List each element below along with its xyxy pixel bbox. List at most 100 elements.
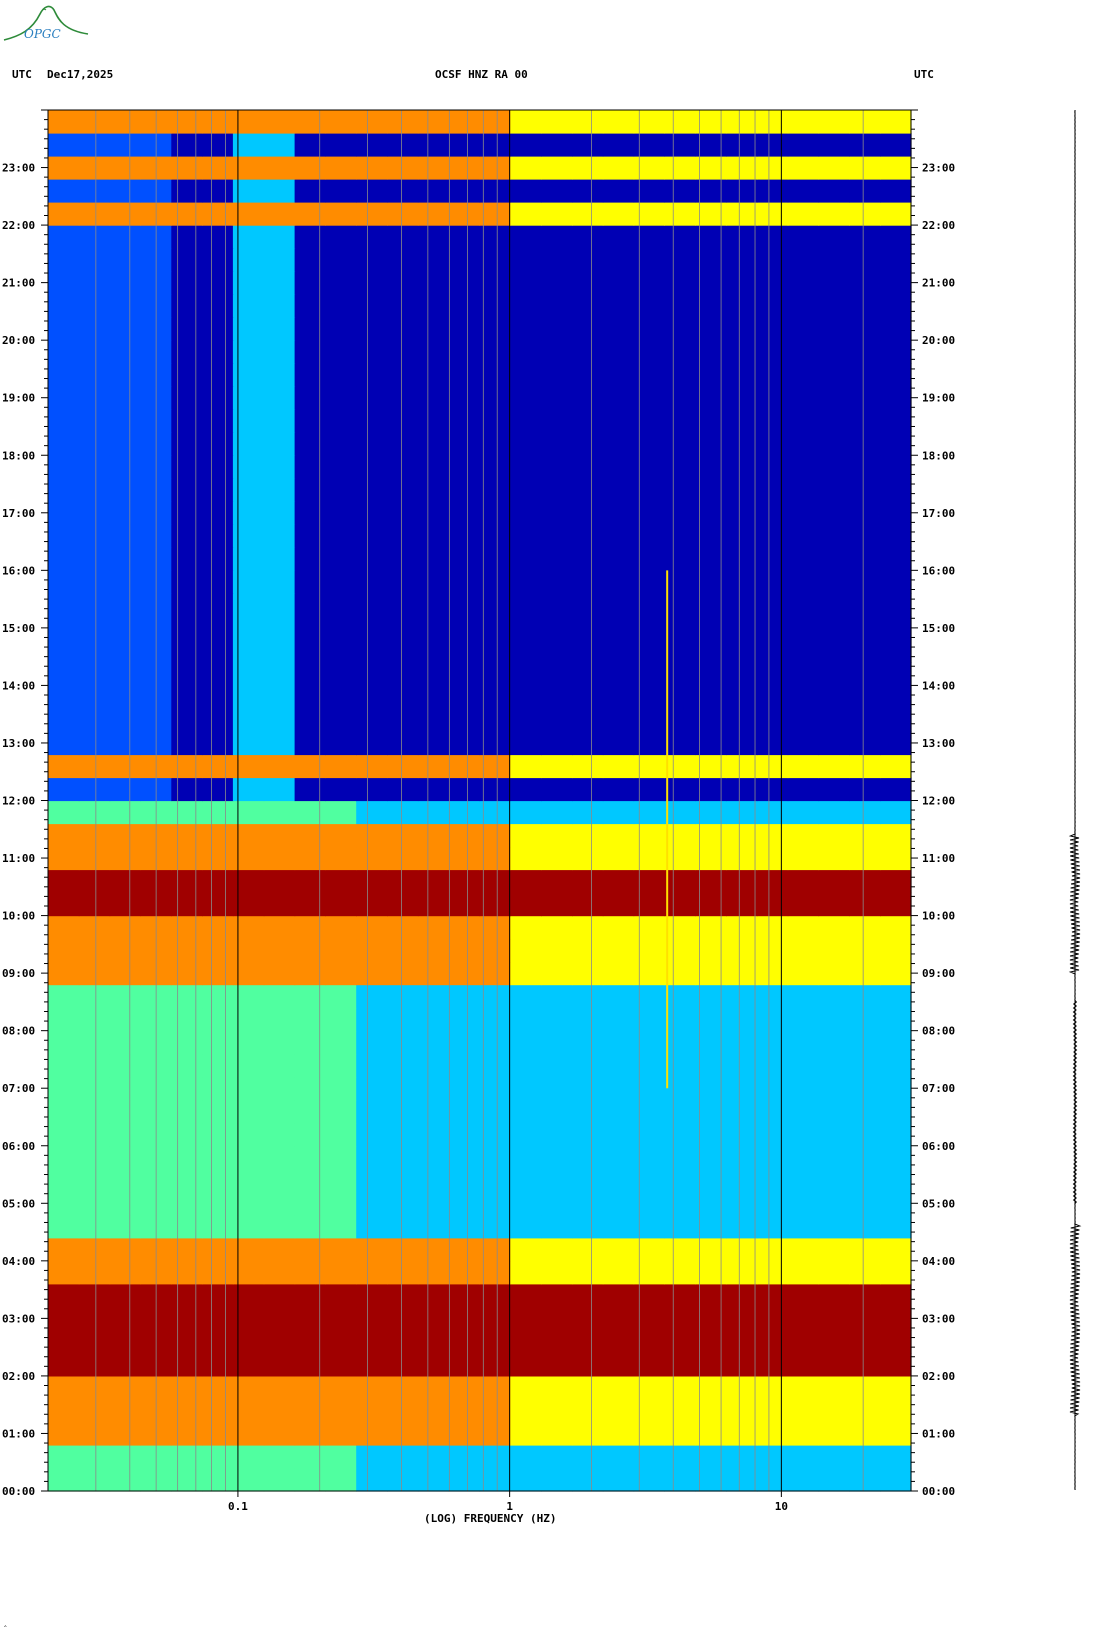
heatmap-cell bbox=[232, 1329, 265, 1354]
heatmap-cell bbox=[417, 731, 450, 756]
heatmap-cell bbox=[633, 1375, 665, 1400]
heatmap-cell bbox=[356, 1422, 388, 1446]
heatmap-cell bbox=[695, 685, 727, 709]
heatmap-cell bbox=[756, 363, 789, 387]
heatmap-cell bbox=[417, 1352, 450, 1377]
heatmap-cell bbox=[263, 179, 296, 203]
heatmap-cell bbox=[726, 639, 758, 663]
heatmap-cell bbox=[48, 225, 80, 249]
heatmap-cell bbox=[880, 202, 912, 226]
heatmap-cell bbox=[417, 800, 450, 825]
heatmap-cell bbox=[109, 754, 141, 779]
heatmap-cell bbox=[48, 1237, 80, 1262]
heatmap-cell bbox=[387, 340, 419, 364]
heatmap-cell bbox=[387, 547, 419, 571]
heatmap-cell bbox=[510, 1398, 542, 1423]
heatmap-cell bbox=[479, 1191, 511, 1216]
heatmap-cell bbox=[695, 915, 727, 940]
heatmap-cell bbox=[417, 1260, 450, 1285]
heatmap-cell bbox=[263, 1468, 296, 1492]
heatmap-cell bbox=[171, 1468, 203, 1492]
heatmap-cell bbox=[448, 731, 481, 756]
heatmap-cell bbox=[664, 1306, 696, 1331]
heatmap-cell bbox=[664, 271, 696, 295]
heatmap-cell bbox=[387, 869, 419, 894]
heatmap-cell bbox=[263, 1422, 296, 1446]
heatmap-cell bbox=[387, 1306, 419, 1331]
heatmap-cell bbox=[787, 248, 820, 272]
heatmap-cell bbox=[294, 593, 326, 617]
heatmap-cell bbox=[849, 1145, 881, 1170]
heatmap-cell bbox=[541, 616, 573, 640]
heatmap-cell bbox=[756, 1191, 789, 1216]
heatmap-cell bbox=[387, 1168, 419, 1193]
heatmap-cell bbox=[756, 1168, 789, 1193]
heatmap-cell bbox=[572, 1168, 604, 1193]
heatmap-cell bbox=[448, 179, 481, 203]
heatmap-cell bbox=[602, 455, 635, 479]
heatmap-cell bbox=[232, 225, 265, 249]
heatmap-cell bbox=[109, 1214, 141, 1239]
time-tick-label-right: 07:00 bbox=[922, 1082, 955, 1095]
heatmap-cell bbox=[541, 1352, 573, 1377]
heatmap-cell bbox=[294, 1168, 326, 1193]
heatmap-cell bbox=[171, 409, 203, 433]
heatmap-cell bbox=[417, 1053, 450, 1078]
heatmap-cell bbox=[417, 616, 450, 640]
heatmap-cell bbox=[417, 1283, 450, 1308]
heatmap-cell bbox=[880, 225, 912, 249]
heatmap-cell bbox=[202, 1260, 234, 1285]
heatmap-cell bbox=[726, 1145, 758, 1170]
heatmap-cell bbox=[78, 1398, 111, 1423]
heatmap-cell bbox=[818, 1260, 850, 1285]
heatmap-cell bbox=[726, 938, 758, 963]
heatmap-cell bbox=[695, 1445, 727, 1469]
heatmap-cell bbox=[48, 984, 80, 1009]
heatmap-cell bbox=[726, 1283, 758, 1308]
heatmap-cell bbox=[78, 1214, 111, 1239]
heatmap-cell bbox=[849, 1099, 881, 1124]
heatmap-cell bbox=[541, 110, 573, 134]
heatmap-cell bbox=[171, 248, 203, 272]
heatmap-cell bbox=[109, 708, 141, 732]
heatmap-cell bbox=[818, 616, 850, 640]
heatmap-cell bbox=[633, 340, 665, 364]
heatmap-cell bbox=[787, 1329, 820, 1354]
heatmap-cell bbox=[818, 1007, 850, 1032]
heatmap-cell bbox=[572, 1099, 604, 1124]
heatmap-cell bbox=[448, 1422, 481, 1446]
heatmap-cell bbox=[726, 317, 758, 341]
heatmap-cell bbox=[109, 1030, 141, 1055]
heatmap-cell bbox=[849, 570, 881, 594]
heatmap-cell bbox=[664, 133, 696, 157]
heatmap-cell bbox=[510, 1352, 542, 1377]
heatmap-cell bbox=[171, 915, 203, 940]
heatmap-cell bbox=[726, 777, 758, 802]
heatmap-cell bbox=[726, 1422, 758, 1446]
heatmap-cell bbox=[572, 294, 604, 318]
heatmap-cell bbox=[787, 823, 820, 848]
heatmap-cell bbox=[202, 754, 234, 779]
heatmap-cell bbox=[356, 1445, 388, 1469]
heatmap-cell bbox=[171, 984, 203, 1009]
time-tick-label-right: 06:00 bbox=[922, 1140, 955, 1153]
heatmap-cell bbox=[417, 156, 450, 180]
heatmap-cell bbox=[417, 915, 450, 940]
heatmap-cell bbox=[171, 294, 203, 318]
heatmap-cell bbox=[664, 570, 696, 594]
heatmap-cell bbox=[602, 593, 635, 617]
heatmap-cell bbox=[202, 547, 234, 571]
heatmap-cell bbox=[263, 1191, 296, 1216]
heatmap-cell bbox=[479, 1283, 511, 1308]
heatmap-cell bbox=[78, 823, 111, 848]
heatmap-cell bbox=[325, 1099, 357, 1124]
time-tick-label-right: 21:00 bbox=[922, 277, 955, 290]
heatmap-cell bbox=[572, 570, 604, 594]
heatmap-cell bbox=[325, 547, 357, 571]
heatmap-cell bbox=[263, 432, 296, 456]
heatmap-cell bbox=[387, 1468, 419, 1492]
heatmap-cell bbox=[232, 1237, 265, 1262]
heatmap-cell bbox=[48, 478, 80, 502]
heatmap-cell bbox=[417, 685, 450, 709]
heatmap-cell bbox=[171, 179, 203, 203]
